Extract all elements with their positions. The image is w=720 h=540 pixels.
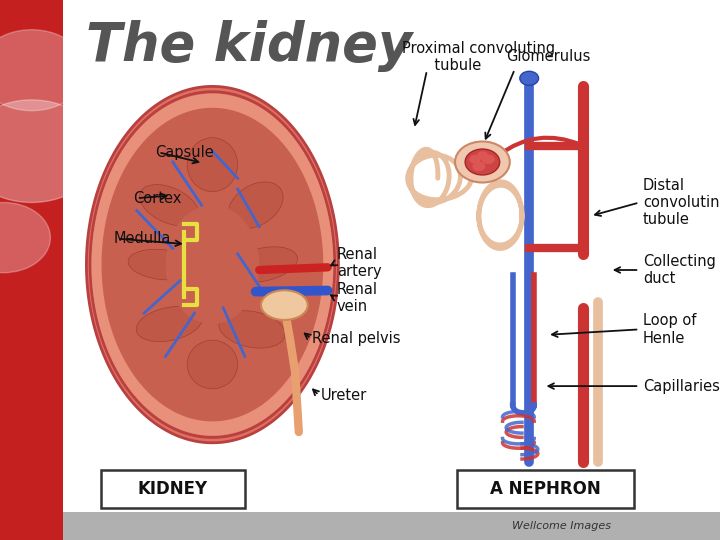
Ellipse shape bbox=[166, 205, 259, 324]
Polygon shape bbox=[91, 93, 333, 436]
Ellipse shape bbox=[187, 340, 238, 389]
Circle shape bbox=[0, 202, 50, 273]
Ellipse shape bbox=[219, 310, 285, 348]
Circle shape bbox=[455, 141, 510, 183]
Bar bbox=[0, 0, 63, 540]
Circle shape bbox=[0, 100, 100, 202]
FancyBboxPatch shape bbox=[101, 470, 245, 508]
Text: Wellcome Images: Wellcome Images bbox=[512, 521, 611, 531]
Ellipse shape bbox=[140, 185, 199, 226]
Circle shape bbox=[520, 71, 539, 85]
Polygon shape bbox=[102, 108, 323, 421]
Text: Glomerulus: Glomerulus bbox=[506, 49, 590, 64]
Circle shape bbox=[469, 155, 481, 164]
Ellipse shape bbox=[128, 249, 196, 280]
Ellipse shape bbox=[261, 291, 308, 320]
Text: Loop of
Henle: Loop of Henle bbox=[643, 313, 696, 346]
Ellipse shape bbox=[187, 138, 238, 192]
Bar bbox=[63, 512, 720, 540]
Ellipse shape bbox=[228, 182, 283, 228]
Text: KIDNEY: KIDNEY bbox=[138, 480, 208, 498]
Circle shape bbox=[477, 151, 488, 160]
Text: Capillaries: Capillaries bbox=[643, 379, 720, 394]
Text: Distal
convoluting
tubule: Distal convoluting tubule bbox=[643, 178, 720, 227]
FancyBboxPatch shape bbox=[457, 470, 634, 508]
Circle shape bbox=[0, 30, 86, 111]
Text: A NEPHRON: A NEPHRON bbox=[490, 480, 600, 498]
Ellipse shape bbox=[228, 247, 297, 282]
Text: Proximal convoluting
       tubule: Proximal convoluting tubule bbox=[402, 40, 555, 73]
Text: The kidney: The kidney bbox=[86, 20, 413, 72]
Ellipse shape bbox=[136, 306, 202, 342]
Text: Renal pelvis: Renal pelvis bbox=[312, 331, 401, 346]
Text: Capsule: Capsule bbox=[155, 145, 214, 160]
Polygon shape bbox=[86, 86, 338, 443]
Circle shape bbox=[465, 149, 500, 175]
Text: Medulla: Medulla bbox=[114, 231, 171, 246]
Text: Collecting
duct: Collecting duct bbox=[643, 254, 716, 286]
Polygon shape bbox=[90, 92, 335, 437]
Text: Ureter: Ureter bbox=[320, 388, 366, 403]
Text: Renal
artery: Renal artery bbox=[337, 247, 382, 279]
Circle shape bbox=[482, 154, 495, 164]
Text: Cortex: Cortex bbox=[133, 191, 181, 206]
Text: Renal
vein: Renal vein bbox=[337, 282, 378, 314]
Circle shape bbox=[472, 161, 485, 171]
